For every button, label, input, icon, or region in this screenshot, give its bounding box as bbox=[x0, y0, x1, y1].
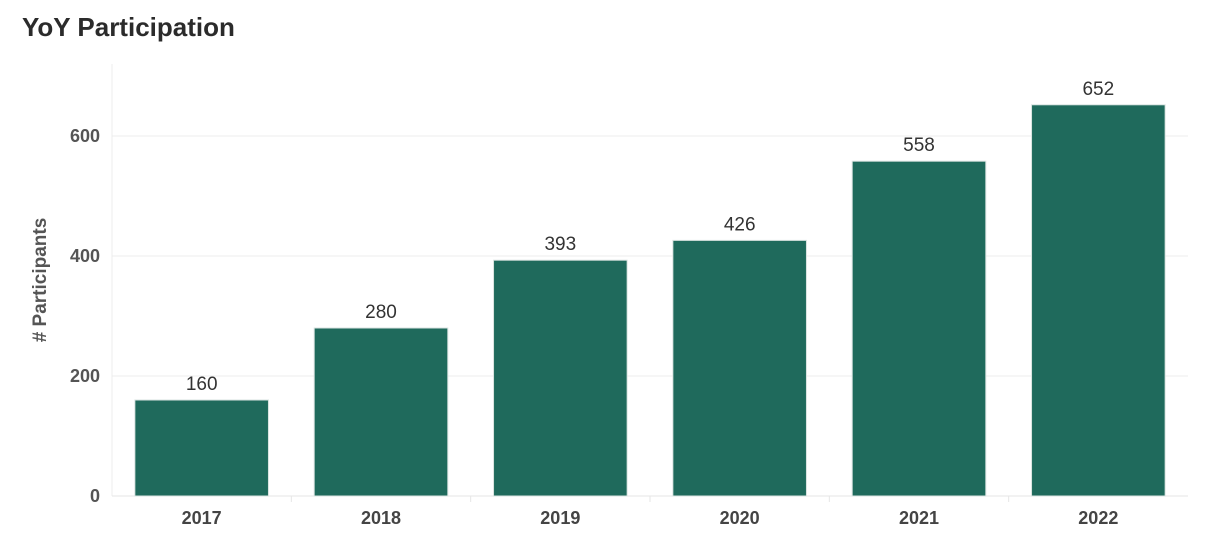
y-tick-label: 0 bbox=[90, 486, 100, 506]
y-tick-label: 400 bbox=[70, 246, 100, 266]
y-axis-ticks: 0 200 400 600 bbox=[70, 126, 100, 506]
bar-2022[interactable] bbox=[1031, 104, 1166, 497]
x-tick-label: 2021 bbox=[899, 508, 939, 528]
axes bbox=[111, 64, 1188, 502]
bar-2019[interactable] bbox=[493, 259, 628, 497]
x-tick-label: 2019 bbox=[540, 508, 580, 528]
bar-2021[interactable] bbox=[851, 160, 987, 497]
x-axis-ticks: 2017 2018 2019 2020 2021 2022 bbox=[182, 508, 1119, 528]
data-label-2019: 393 bbox=[544, 234, 576, 255]
bar-2020[interactable] bbox=[672, 239, 807, 497]
data-labels: 160 280 393 426 558 652 bbox=[186, 79, 1114, 395]
bars bbox=[134, 104, 1166, 497]
x-tick-label: 2022 bbox=[1078, 508, 1118, 528]
gridlines bbox=[112, 135, 1188, 377]
data-label-2020: 426 bbox=[724, 214, 756, 235]
data-label-2018: 280 bbox=[365, 302, 397, 323]
bar-2017[interactable] bbox=[134, 399, 269, 497]
y-tick-label: 600 bbox=[70, 126, 100, 146]
bar-2018[interactable] bbox=[313, 327, 449, 497]
x-tick-label: 2020 bbox=[720, 508, 760, 528]
y-tick-label: 200 bbox=[70, 366, 100, 386]
data-label-2021: 558 bbox=[903, 135, 935, 156]
data-label-2022: 652 bbox=[1082, 79, 1114, 100]
data-label-2017: 160 bbox=[186, 374, 218, 395]
x-tick-label: 2018 bbox=[361, 508, 401, 528]
chart-title: YoY Participation bbox=[22, 12, 235, 42]
x-tick-label: 2017 bbox=[182, 508, 222, 528]
y-axis-label: # Participants bbox=[30, 218, 51, 343]
